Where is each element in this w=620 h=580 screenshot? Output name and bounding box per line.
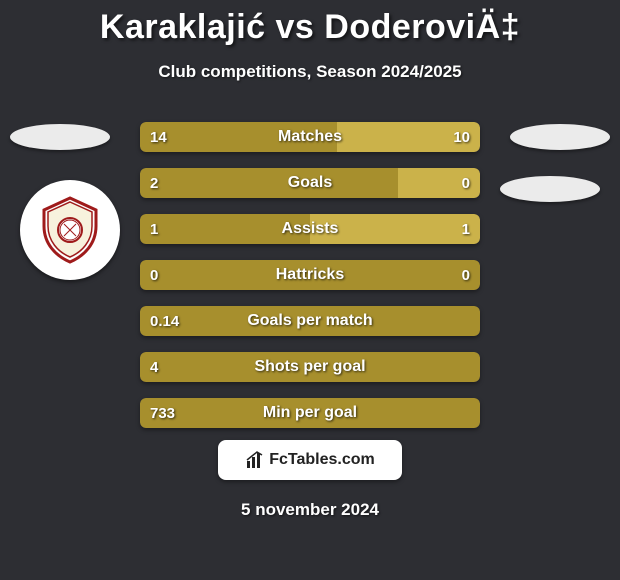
- club-badge-right-placeholder: [500, 176, 600, 202]
- stat-value-right: 0: [462, 260, 470, 290]
- stat-row: 14Matches10: [140, 122, 480, 152]
- stat-value-right: 1: [462, 214, 470, 244]
- stat-value-right: 0: [462, 168, 470, 198]
- player-right-avatar-placeholder: [510, 124, 610, 150]
- club-badge-left: [20, 180, 120, 280]
- stat-label: Goals per match: [140, 306, 480, 336]
- comparison-subtitle: Club competitions, Season 2024/2025: [0, 62, 620, 82]
- stat-row: 0Hattricks0: [140, 260, 480, 290]
- stat-label: Hattricks: [140, 260, 480, 290]
- footer-brand-text: FcTables.com: [269, 451, 375, 469]
- stat-row: 4Shots per goal: [140, 352, 480, 382]
- player-left-avatar-placeholder: [10, 124, 110, 150]
- stat-row: 2Goals0: [140, 168, 480, 198]
- stat-label: Assists: [140, 214, 480, 244]
- stat-row: 0.14Goals per match: [140, 306, 480, 336]
- stat-label: Shots per goal: [140, 352, 480, 382]
- stats-bars: 14Matches102Goals01Assists10Hattricks00.…: [140, 122, 480, 444]
- stat-value-right: 10: [453, 122, 470, 152]
- stat-label: Matches: [140, 122, 480, 152]
- footer-brand-card: FcTables.com: [218, 440, 402, 480]
- stat-row: 733Min per goal: [140, 398, 480, 428]
- chart-icon: [245, 450, 265, 470]
- stat-label: Min per goal: [140, 398, 480, 428]
- stat-row: 1Assists1: [140, 214, 480, 244]
- stat-label: Goals: [140, 168, 480, 198]
- comparison-date: 5 november 2024: [0, 500, 620, 520]
- club-badge-left-icon: [34, 194, 106, 266]
- comparison-title: Karaklajić vs DoderoviÄ‡: [0, 8, 620, 47]
